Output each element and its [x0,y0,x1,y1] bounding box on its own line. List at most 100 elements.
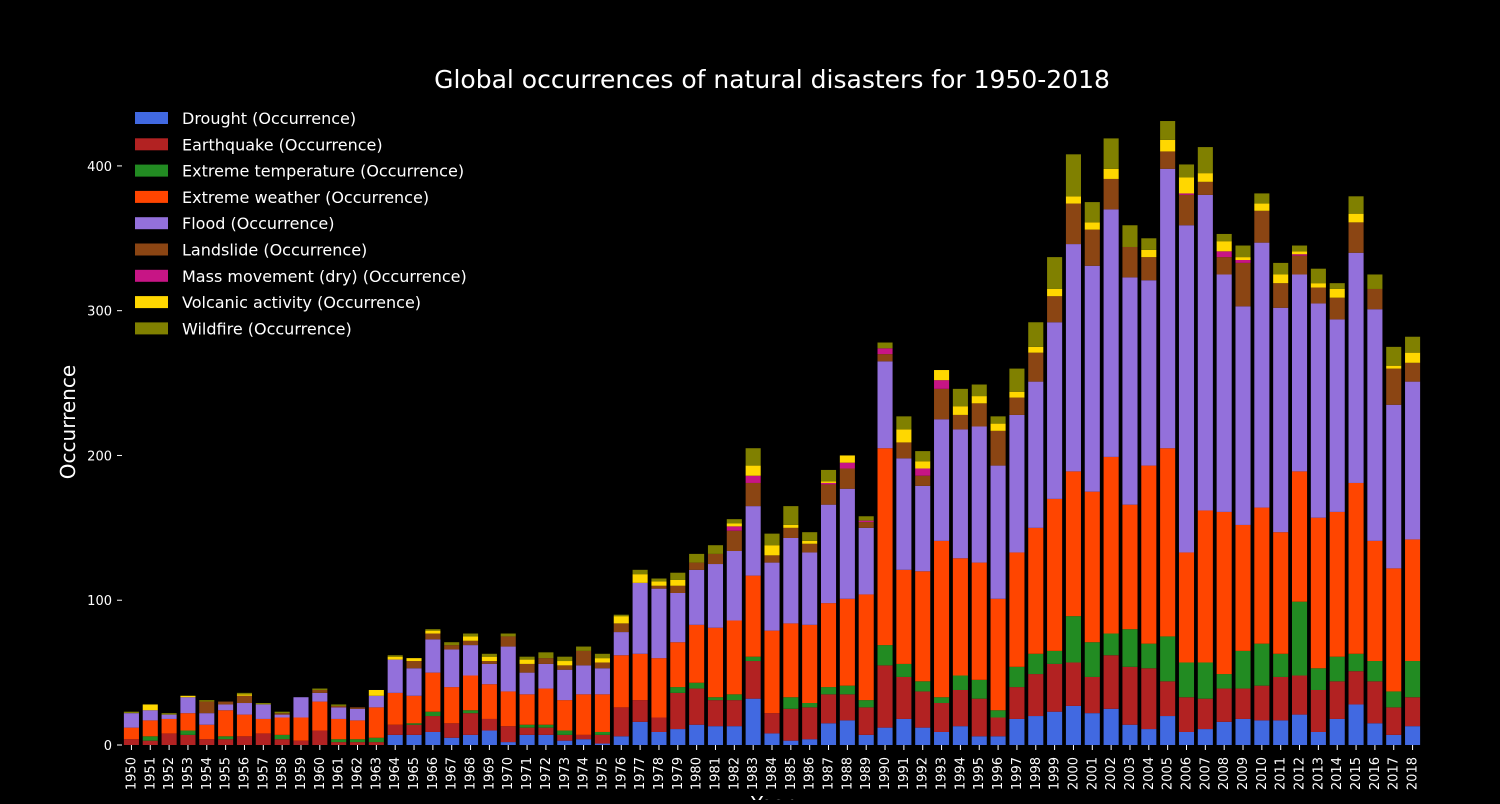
bar-segment [802,532,818,541]
bar-segment [1028,674,1044,717]
bar-segment [877,342,893,349]
bar-segment [820,603,837,688]
bar-segment [1009,666,1025,688]
bar-segment [971,396,987,404]
x-tick-label: 1961 [332,757,347,790]
bar-segment [576,646,592,651]
bar-segment [236,703,252,715]
bar-segment [500,633,516,637]
bar-segment [1103,138,1119,169]
bar-segment [557,734,573,741]
bar-segment [670,585,686,593]
bar-segment [1235,524,1251,651]
bar-segment [519,663,535,673]
bar-segment [1009,552,1025,667]
bar-segment [1405,362,1421,382]
bar-segment [1216,674,1232,689]
x-tick-label: 1973 [558,757,573,790]
bar-segment [1047,322,1063,499]
bar-segment [915,681,931,692]
bar-segment [180,695,196,698]
bar-segment [971,698,987,737]
bar-segment [312,689,328,693]
bar-segment [425,633,441,640]
bar-segment [1141,249,1157,258]
bar-segment [689,724,705,745]
bar-segment [783,527,799,538]
bar-segment [1386,365,1402,369]
bar-segment [1197,194,1213,511]
bar-segment [1348,222,1364,253]
bar-segment [274,714,290,718]
x-tick-label: 1962 [351,757,366,790]
x-tick-label: 1956 [237,757,252,790]
bar-segment [500,691,516,727]
bar-segment [1141,643,1157,669]
bar-segment [745,475,761,483]
bar-segment [463,636,479,641]
bar-segment [745,448,761,466]
bar-segment [1310,268,1326,284]
bar-segment [1254,720,1270,745]
legend-label: Extreme temperature (Occurrence) [182,162,464,181]
bar-segment [1329,288,1345,298]
bar-segment [199,739,215,745]
bar-segment [1273,274,1289,284]
bar-segment [764,555,780,563]
bar-segment [406,734,422,745]
bar-segment [783,623,799,698]
bar-segment [1178,164,1195,178]
bar-segment [500,726,516,743]
bar-segment [142,710,158,721]
bar-segment [576,734,592,740]
bar-segment [764,630,780,714]
bar-segment [1292,714,1308,745]
bar-segment [971,426,987,563]
x-tick-label: 2011 [1274,757,1289,790]
bar-segment [557,669,573,701]
bar-segment [1141,465,1157,644]
bar-segment [594,662,610,669]
bar-segment [236,736,252,745]
bar-segment [1367,309,1383,541]
bar-segment [1292,601,1308,676]
y-tick-label: 300 [87,305,112,320]
bar-segment [1367,681,1383,724]
bar-segment [802,739,818,745]
bar-segment [331,739,347,743]
bar-segment [764,733,780,745]
x-tick-label: 1968 [464,757,479,790]
bar-segment [1235,306,1251,525]
bar-segment [1141,729,1157,745]
bar-segment [1254,242,1270,508]
bar-segment [594,653,610,659]
legend: Drought (Occurrence) Earthquake (Occurren… [135,109,467,338]
bar-segment [896,442,912,459]
x-tick-label: 1989 [859,757,874,790]
y-tick-label: 100 [87,594,112,609]
bar-segment [820,687,837,695]
x-tick-label: 1981 [708,757,723,790]
bar-segment [1028,322,1044,347]
bar-segment [1197,698,1213,730]
bar-segment [707,697,724,701]
bar-segment [896,416,912,430]
x-tick-label: 2012 [1293,757,1308,790]
bar-segment [519,656,535,660]
legend-swatch [135,269,168,282]
bar-segment [1178,225,1195,553]
x-tick-label: 2003 [1123,757,1138,790]
legend-swatch [135,112,168,124]
bar-segment [1197,181,1213,195]
bar-segment [406,723,422,725]
x-tick-label: 2005 [1161,757,1176,790]
bar-segment [1178,194,1195,226]
bar-segment [952,406,968,415]
bar-segment [274,734,290,740]
bar-segment [764,562,780,631]
bar-segment [971,679,987,699]
bar-segment [670,592,686,643]
bar-segment [312,701,328,731]
bar-segment [1178,662,1195,698]
